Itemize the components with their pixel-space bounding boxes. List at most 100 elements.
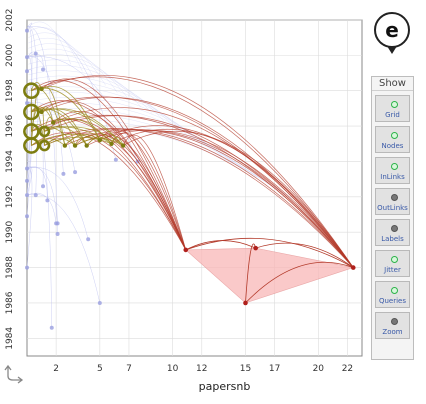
toggle-grid[interactable]: Grid [375,95,410,122]
show-panel: Show Grid Nodes InLinks OutLinks Labels Jitte… [371,76,414,360]
badge-letter: e [385,18,399,42]
toggle-nodes[interactable]: Nodes [375,126,410,153]
background-link [28,27,83,72]
background-link [28,113,269,185]
x-tick-label: 17 [269,364,280,374]
toggle-queries[interactable]: Queries [375,281,410,308]
cluster-link [31,138,66,146]
cluster-link [31,108,124,146]
query-link [111,132,187,250]
query-link [74,133,187,251]
highlighted-node[interactable] [72,143,78,148]
query-node[interactable] [253,245,258,251]
query-link [111,128,354,268]
background-link [26,26,117,160]
x-tick-label: 15 [240,364,251,374]
query-arc [185,237,354,268]
toggle-jitter[interactable]: Jitter [375,250,410,277]
panel-badge: e [374,12,410,48]
query-node[interactable] [243,300,248,306]
highlighted-node[interactable] [120,143,126,148]
highlighted-node[interactable] [39,109,44,115]
highlighted-node[interactable] [84,143,89,148]
x-tick-label: 12 [196,364,207,374]
background-node [33,193,38,198]
toggle-indicator-icon [391,318,398,325]
background-link [28,59,153,114]
cluster-link [31,126,76,146]
y-tick-label: 1996 [5,114,15,137]
cluster-link [53,118,112,145]
toggle-outlinks[interactable]: OutLinks [375,188,410,215]
query-link [99,129,187,251]
highlighted-node[interactable] [97,138,103,143]
query-arc [255,242,354,268]
highlighted-node[interactable] [38,125,51,138]
highlighted-node[interactable] [51,120,56,125]
query-link [44,128,354,268]
highlighted-node[interactable] [39,86,44,92]
toggle-label: Jitter [384,266,401,274]
cluster-link [52,118,76,146]
x-axis-title: papersnb [199,380,251,393]
toggle-zoom[interactable]: Zoom [375,312,410,339]
background-link [26,22,33,31]
cluster-link [41,108,88,146]
x-tick-label: 5 [97,364,103,374]
y-tick-label: 1990 [5,220,15,243]
background-node [45,198,50,203]
background-node [25,193,29,198]
query-link [74,129,354,268]
highlighted-node[interactable] [109,141,114,146]
cluster-link [41,86,66,146]
toggle-indicator-icon [391,194,398,201]
background-link [26,167,58,224]
background-node [25,265,29,270]
query-link [64,133,187,251]
y-tick-label: 1998 [5,79,15,102]
background-node [41,184,46,189]
cluster-link [41,108,124,146]
y-tick-label: 1984 [5,327,15,350]
query-link [41,78,187,251]
toggle-label: InLinks [380,173,405,181]
background-node [97,300,102,305]
query-node[interactable] [183,247,189,253]
reset-view-icon[interactable] [4,364,26,384]
highlighted-node[interactable] [23,82,40,100]
cluster-link [44,138,76,146]
x-tick-label: 22 [342,364,353,374]
background-link [28,54,141,107]
query-link [41,75,354,268]
background-link [28,32,95,79]
toggle-inlinks[interactable]: InLinks [375,157,410,184]
cluster-link [111,136,124,146]
highlighted-node[interactable] [38,139,51,152]
cluster-link [44,136,112,146]
x-tick-label: 20 [313,364,325,374]
highlighted-node[interactable] [62,143,68,148]
background-node [25,28,29,33]
query-node[interactable] [350,265,356,270]
highlighted-node[interactable] [23,103,40,121]
query-link [122,134,187,250]
background-link [28,38,106,86]
background-node [55,231,60,236]
toggle-labels[interactable]: Labels [375,219,410,246]
y-tick-label: 1992 [5,185,15,208]
background-node [25,166,29,171]
y-tick-label: 1994 [5,150,15,173]
background-node [86,237,91,242]
toggle-indicator-icon [391,101,398,108]
query-link [53,107,354,268]
background-node [49,325,54,330]
cluster-link [41,86,101,141]
background-node [25,214,29,219]
highlighted-node[interactable] [23,137,40,154]
background-link [28,43,118,93]
x-tick-label: 7 [126,364,132,374]
background-link [26,26,38,196]
query-link [44,132,187,251]
cluster-link [74,138,88,146]
